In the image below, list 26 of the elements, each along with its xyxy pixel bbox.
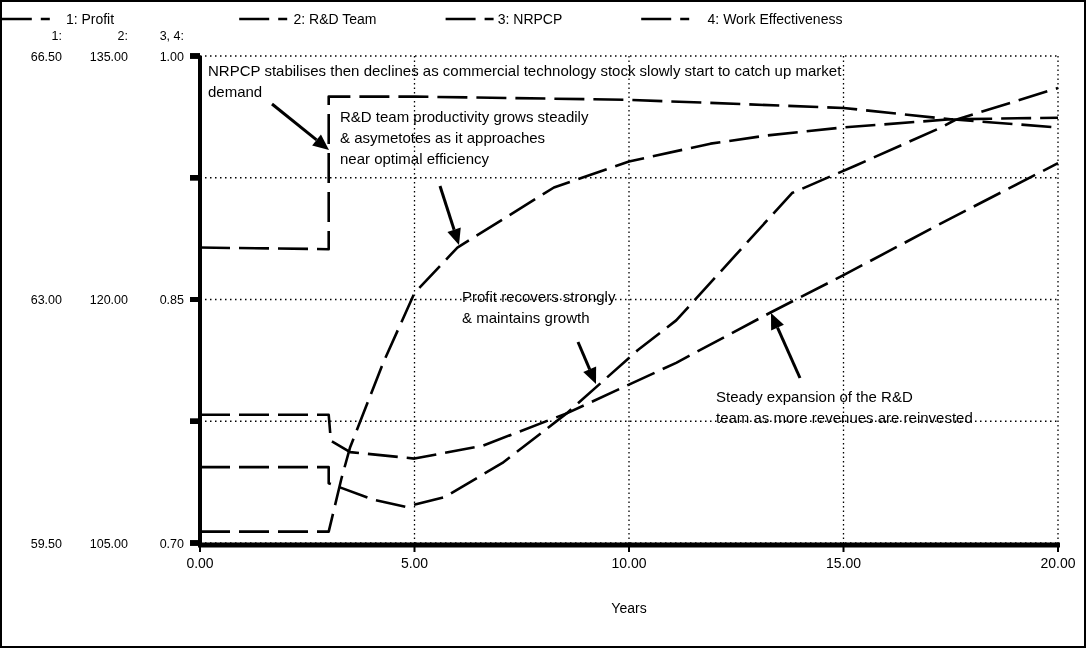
y-axis-title: 1: [51,29,62,43]
y-tick-label: 63.00 [30,293,63,307]
y2-tick-label: 120.00 [89,293,129,307]
y3-tick-label: 0.85 [159,293,185,307]
y-tick-label: 66.50 [30,49,63,64]
x-tick-label: 20.00 [1040,555,1076,571]
y-tick-label: 59.50 [30,536,63,551]
annotation: R&D team productivity grows steadily & asymetotes as it approaches near optimal efficiency [340,108,589,167]
legend-label: 2: R&D Team [293,11,377,27]
x-tick-label: 10.00 [611,555,647,571]
annotation: NRPCP stabilises then declines as commercial technology stock slowly start to catch up market demand [208,62,843,100]
annotation: Profit recovers strongly & maintains growth [462,288,616,326]
x-tick-label: 0.00 [186,555,214,571]
y2-tick-label: 135.00 [89,49,129,64]
legend-label: 3: NRPCP [497,11,563,27]
legend-label: 1: Profit [65,11,115,27]
x-tick-label: 15.00 [825,555,862,571]
y2-tick-label: 105.00 [89,536,129,551]
y3-tick-label: 1.00 [159,49,185,64]
x-axis-title: Years [611,600,647,616]
y3-tick-label: 0.70 [159,536,185,551]
y3-axis-title: 3, 4: [159,29,184,43]
legend-label: 4: Work Effectiveness [707,11,843,27]
annotation: Steady expansion of the R&D team as more revenues are reinvested [716,388,973,426]
x-tick-label: 5.00 [400,555,429,571]
y2-axis-title: 2: [117,29,128,43]
